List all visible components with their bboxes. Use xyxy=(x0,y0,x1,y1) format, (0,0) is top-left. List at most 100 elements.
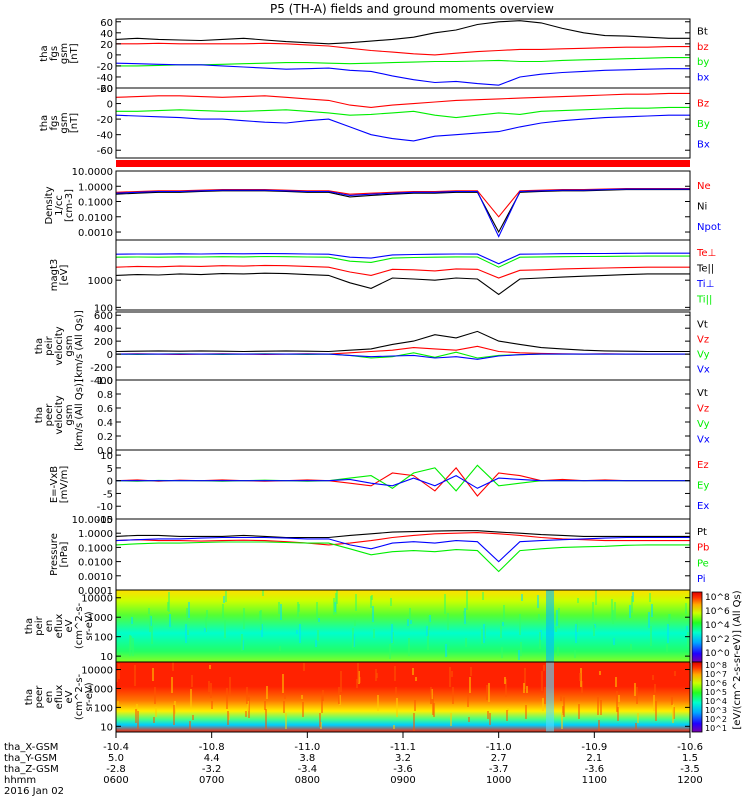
spectrogram-texture xyxy=(577,598,579,603)
series-line-ti⊥ xyxy=(115,252,690,265)
spectrogram-texture xyxy=(151,623,153,644)
series-line-pt xyxy=(115,530,690,539)
x-axis-row-label: tha_Z-GSM xyxy=(4,764,59,775)
x-axis-row-label: tha_Y-GSM xyxy=(4,753,57,764)
spectrogram-texture xyxy=(211,701,213,709)
spectrogram-texture xyxy=(428,616,430,630)
spectrogram-texture xyxy=(136,704,138,711)
series-line-te⊥ xyxy=(115,264,690,279)
series-line-ey xyxy=(115,464,690,492)
spectrogram-texture xyxy=(390,598,392,606)
spectrogram-texture xyxy=(172,662,174,671)
legend-entry-bz: Bz xyxy=(697,98,709,109)
spectrogram-texture xyxy=(283,701,285,713)
legend-entry-by: By xyxy=(697,119,710,130)
spectrogram-texture xyxy=(224,620,226,638)
spectrogram-texture xyxy=(525,705,527,719)
y-axis-label: magt3 xyxy=(49,259,60,292)
spectrogram-texture xyxy=(152,668,154,681)
spectrogram-texture xyxy=(357,663,359,683)
spectrogram-texture xyxy=(452,687,454,704)
panel-fgs-caps: 20 0 -20 -40 -60 tha fgs gsm [nT] Bz By Bx xyxy=(39,84,710,159)
spectrogram-texture xyxy=(192,715,194,720)
y-tick-label: 0.6 xyxy=(97,404,113,415)
spectrogram-texture xyxy=(562,706,564,715)
spectrogram-texture xyxy=(226,688,228,709)
y-tick-label: 0.1000 xyxy=(78,543,113,554)
spectrogram-texture xyxy=(208,681,210,692)
spectrogram-texture xyxy=(427,629,429,650)
x-axis-value: -3.6 xyxy=(585,764,605,775)
legend-entry-pe: Pe xyxy=(697,558,709,569)
spectrogram-texture xyxy=(486,685,488,700)
spectrogram-texture xyxy=(593,625,595,636)
spectrogram-texture xyxy=(652,675,654,680)
y-tick-label: 100 xyxy=(94,633,113,644)
legend-entry-pb: Pb xyxy=(697,543,709,554)
series-line-pi xyxy=(115,536,690,563)
y-tick-label: 20 xyxy=(100,84,113,95)
series-line-bt xyxy=(115,20,690,45)
legend-entry-ti⊥: Ti⊥ xyxy=(696,279,714,290)
spectrogram-texture xyxy=(395,687,397,695)
spectrogram-texture xyxy=(317,630,319,641)
legend-entry-ey: Ey xyxy=(697,481,709,492)
spectrogram-texture xyxy=(173,705,175,725)
x-axis-value: 0700 xyxy=(199,775,224,786)
spectrogram-texture xyxy=(482,592,484,600)
spectrogram-texture xyxy=(264,701,266,710)
spectrogram-texture xyxy=(266,686,268,699)
spectrogram-texture xyxy=(618,695,620,702)
spectrogram-texture xyxy=(592,602,594,620)
spectrogram-fill xyxy=(116,662,690,732)
panel-peir-spectrogram: 10000 1000 100 10 tha peir en eflux eV (cm^2-s-sr… xyxy=(24,589,691,663)
spectrogram-texture xyxy=(654,684,656,693)
y-axis-label: eV xyxy=(64,619,75,632)
legend-entry-vt: Vt xyxy=(697,388,708,399)
panel-peer-spectrogram: 10000 1000 100 10 tha peer en eflux eV (cm^2-s-sr… xyxy=(24,661,691,733)
y-axis-label: en xyxy=(44,620,55,633)
spectrogram-texture xyxy=(637,713,639,723)
spectrogram-texture xyxy=(507,707,509,711)
y-axis-label: peer xyxy=(44,403,55,427)
spectrogram-texture xyxy=(299,624,301,643)
spectrogram-texture xyxy=(543,665,545,671)
spectrogram-texture xyxy=(185,624,187,643)
spectrogram-texture xyxy=(542,698,544,711)
spectrogram-texture xyxy=(687,632,689,647)
y-axis-label: tha xyxy=(34,407,45,423)
y-axis-label: eV xyxy=(64,690,75,703)
y-tick-label: 10 xyxy=(100,722,113,733)
spectrogram-texture xyxy=(685,603,687,614)
y-tick-label: 600 xyxy=(94,311,113,322)
spectrogram-texture xyxy=(190,689,192,708)
x-axis-value: 1.5 xyxy=(682,753,698,764)
x-axis-value: -10.6 xyxy=(677,742,703,753)
x-axis-value: -10.4 xyxy=(103,742,129,753)
colorbar-bottom xyxy=(691,661,703,733)
legend-entry-bx: bx xyxy=(697,72,709,83)
spectrogram-texture xyxy=(489,713,491,725)
x-axis-row-label: tha_X-GSM xyxy=(4,742,58,753)
spectrogram-texture xyxy=(137,711,139,729)
date-label: 2016 Jan 02 xyxy=(4,786,64,797)
colorbar-top xyxy=(691,591,703,663)
y-tick-label: -60 xyxy=(97,146,113,157)
spectrogram-texture xyxy=(356,679,358,688)
panel-frame xyxy=(115,239,691,311)
spectrogram-texture xyxy=(451,671,453,677)
x-axis-value: -3.7 xyxy=(489,764,509,775)
y-tick-label: 0 xyxy=(107,350,113,361)
spectrogram-texture xyxy=(634,683,636,696)
spectrogram-texture xyxy=(450,713,452,726)
spectrogram-texture xyxy=(502,622,504,626)
spectrogram-texture xyxy=(465,638,467,647)
y-tick-label: 10000 xyxy=(81,666,113,677)
spectrogram-texture xyxy=(319,713,321,727)
spectrogram-texture xyxy=(630,644,632,650)
legend-entry-te⊥: Te⊥ xyxy=(696,248,716,259)
x-axis-value: -11.0 xyxy=(486,742,512,753)
y-tick-label: 0.0 xyxy=(97,446,113,457)
y-axis-label: [km/s (All Qs)] xyxy=(74,310,85,382)
